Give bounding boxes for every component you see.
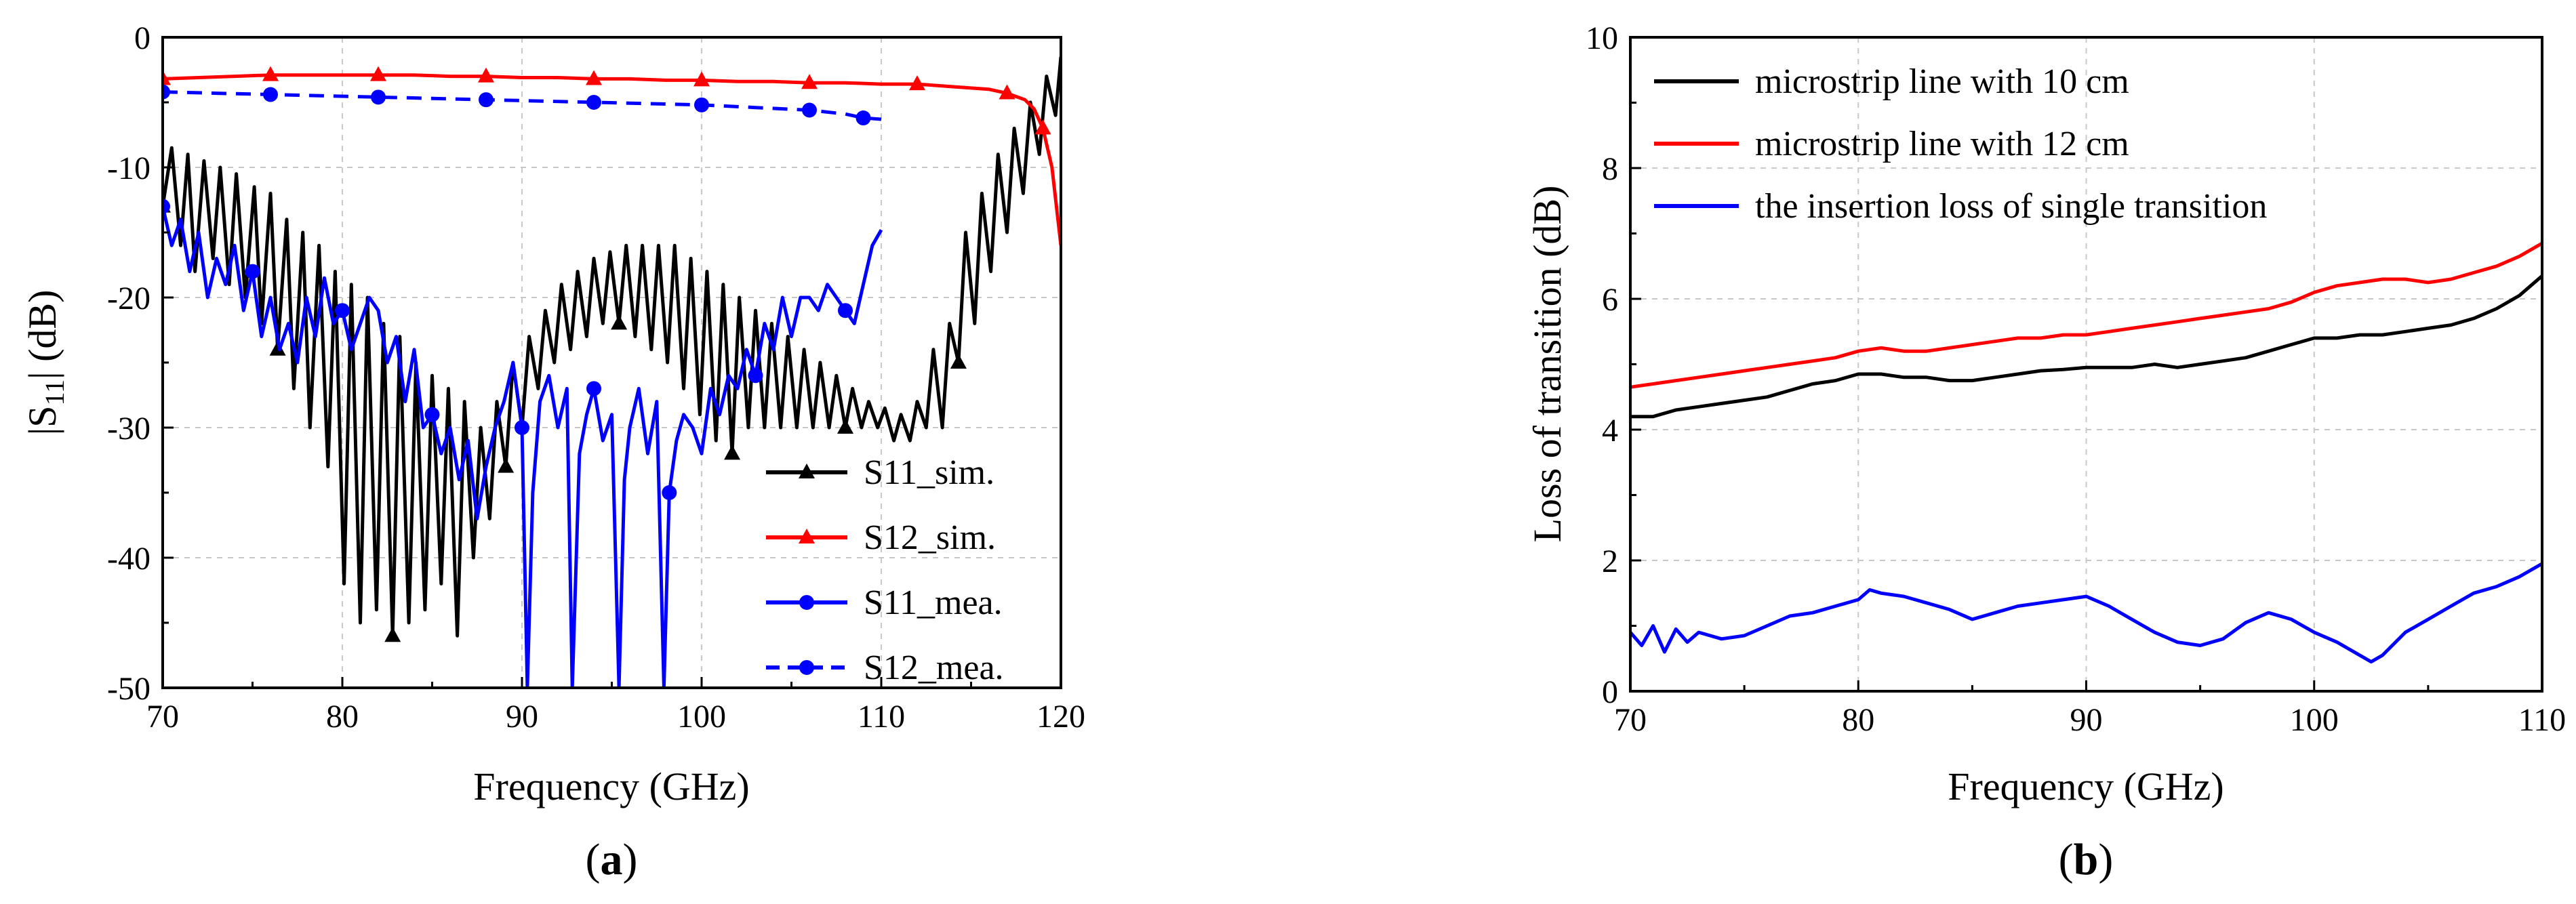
series-marker-2: [586, 381, 601, 396]
y-tick-label: 10: [1586, 20, 1618, 56]
y-tick-label: 0: [134, 20, 150, 56]
y-tick-label: -40: [107, 541, 150, 577]
series-marker-2: [838, 303, 853, 319]
series-marker-2: [163, 199, 170, 214]
legend-label-1: S12_sim.: [864, 518, 996, 557]
panel-label-b: (b): [2059, 835, 2114, 884]
series-marker-0: [950, 354, 967, 369]
series-marker-2: [335, 303, 350, 319]
x-tick-label: 90: [2070, 702, 2103, 738]
series-marker-1: [370, 66, 386, 81]
series-marker-3: [371, 89, 386, 105]
series-line-0: [1630, 274, 2542, 419]
series-marker-3: [479, 92, 494, 108]
series-marker-3: [163, 84, 170, 100]
legend-label-3: S12_mea.: [864, 649, 1004, 687]
series-marker-0: [837, 419, 853, 434]
legend-a: S11_sim. S12_sim. S11_mea. S12_mea.: [766, 453, 1004, 687]
series-marker-1: [693, 71, 710, 87]
panel-label-a: (a): [586, 835, 638, 884]
series-marker-1: [478, 67, 494, 83]
series-marker-3: [586, 95, 601, 110]
x-tick-label: 100: [677, 699, 726, 735]
legend-marker-0: [799, 464, 815, 478]
x-tick-label: 80: [326, 699, 359, 735]
y-axis-title-a-part2: | (dB): [20, 290, 64, 379]
series-marker-3: [856, 110, 871, 126]
series-marker-1: [909, 75, 925, 91]
series-marker-2: [515, 420, 529, 435]
legend-marker-1: [799, 529, 815, 543]
series-line-1: [1630, 241, 2542, 389]
legend-label-1: microstrip line with 12 cm: [1755, 125, 2129, 163]
x-axis-title-a: Frequency (GHz): [473, 764, 749, 808]
y-tick-label: 0: [1602, 674, 1618, 710]
legend-label-2: S11_mea.: [864, 583, 1003, 622]
x-tick-label: 120: [1037, 699, 1085, 735]
legend-marker-3: [799, 660, 814, 675]
legend-label-0: S11_sim.: [864, 453, 994, 492]
series-marker-1: [163, 70, 171, 85]
y-tick-label: 4: [1602, 413, 1618, 449]
x-tick-label: 70: [146, 699, 179, 735]
y-axis-title-a-sub: 11: [39, 379, 70, 406]
series-marker-3: [694, 97, 709, 112]
x-tick-label: 80: [1842, 702, 1874, 738]
x-tick-label: 110: [858, 699, 905, 735]
y-tick-label: -20: [107, 281, 150, 316]
series-line-3: [163, 90, 882, 121]
series-marker-0: [384, 627, 401, 642]
series-line-1: [163, 73, 1061, 246]
legend-label-0: microstrip line with 10 cm: [1755, 62, 2129, 101]
series-line-2: [1630, 562, 2542, 664]
x-axis-title-b: Frequency (GHz): [1948, 764, 2223, 808]
legend-label-2: the insertion loss of single transition: [1755, 187, 2267, 226]
series-marker-1: [262, 66, 279, 81]
series-marker-1: [999, 84, 1015, 100]
series-marker-1: [586, 70, 602, 85]
y-axis-title-b: Loss of transition (dB): [1525, 186, 1569, 543]
y-tick-label: -10: [107, 150, 150, 186]
x-tick-label: 110: [2518, 702, 2566, 738]
series-marker-0: [498, 457, 515, 473]
series-marker-0: [724, 445, 741, 460]
panel-b: 70 80 90 100 110 0 2 4 6 8 10 Frequency (GHz) Loss…: [1525, 20, 2566, 884]
series-marker-1: [1034, 119, 1051, 135]
y-tick-label: -50: [107, 671, 150, 707]
y-tick-label: 8: [1602, 151, 1618, 187]
x-tick-label: 70: [1614, 702, 1647, 738]
series-marker-2: [662, 485, 677, 500]
x-tick-label: 100: [2290, 702, 2339, 738]
y-axis-title-a-part1: |S: [20, 406, 64, 436]
legend-marker-2: [799, 595, 814, 610]
y-axis-title-a: |S11| (dB): [20, 290, 70, 436]
series-marker-2: [424, 407, 440, 422]
series-marker-3: [263, 87, 278, 102]
y-tick-label: -30: [107, 411, 150, 447]
series-marker-2: [748, 368, 763, 384]
series-marker-0: [611, 314, 628, 330]
series-marker-1: [801, 74, 818, 89]
y-tick-label: 2: [1602, 543, 1618, 579]
series-marker-3: [802, 102, 817, 118]
series-marker-2: [245, 264, 260, 279]
legend-b: microstrip line with 10 cm microstrip lin…: [1654, 62, 2267, 226]
y-tick-label: 6: [1602, 282, 1618, 318]
x-tick-label: 90: [506, 699, 538, 735]
panel-a: 70 80 90 100 110 120 0 -10 -20 -30 -40 -50 Frequenc…: [20, 20, 1085, 884]
